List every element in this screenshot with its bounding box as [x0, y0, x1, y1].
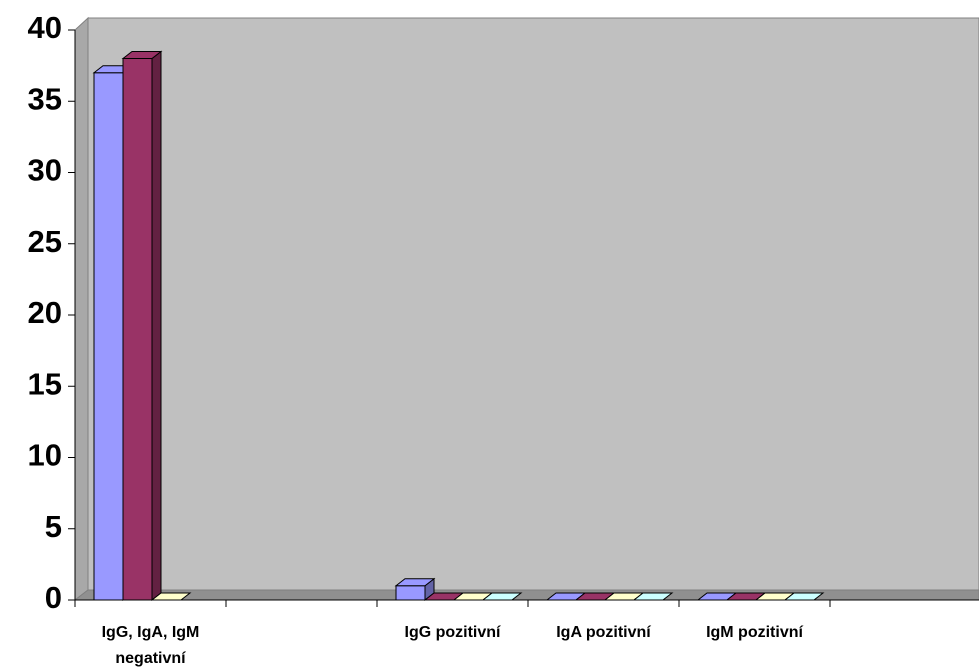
bar-top — [632, 592, 674, 601]
bar-front — [122, 58, 153, 601]
bar-top — [394, 578, 436, 587]
y-tick-label: 15 — [28, 366, 62, 401]
bar-top — [783, 592, 825, 601]
y-tick-label: 25 — [28, 224, 62, 259]
x-tick-label: IgG, IgA, IgM negativní — [101, 624, 200, 667]
bar-side-shade — [152, 51, 161, 600]
bar-top — [121, 51, 163, 59]
back-wall — [87, 17, 979, 591]
bar — [150, 592, 192, 601]
bar — [394, 577, 436, 602]
y-tick-label: 40 — [28, 10, 62, 45]
bar — [632, 592, 674, 601]
bar — [481, 592, 523, 601]
bar-front — [395, 585, 426, 601]
y-tick-label: 30 — [28, 153, 62, 188]
x-tick-label: IgM pozitivní — [706, 624, 803, 641]
y-tick-label: 5 — [45, 509, 62, 544]
y-tick-label: 35 — [28, 81, 62, 116]
bar-front — [93, 72, 124, 601]
side-wall — [74, 16, 89, 602]
bar-top — [481, 592, 523, 601]
x-tick-label: IgA pozitivní — [556, 624, 651, 641]
x-tick-label: IgG pozitivní — [404, 624, 501, 641]
floor — [73, 589, 979, 601]
bar — [121, 50, 163, 602]
bar — [783, 592, 825, 601]
y-tick-label: 0 — [45, 580, 62, 615]
bar-top — [150, 592, 192, 601]
y-tick-label: 10 — [28, 438, 62, 473]
y-tick-label: 20 — [28, 295, 62, 330]
